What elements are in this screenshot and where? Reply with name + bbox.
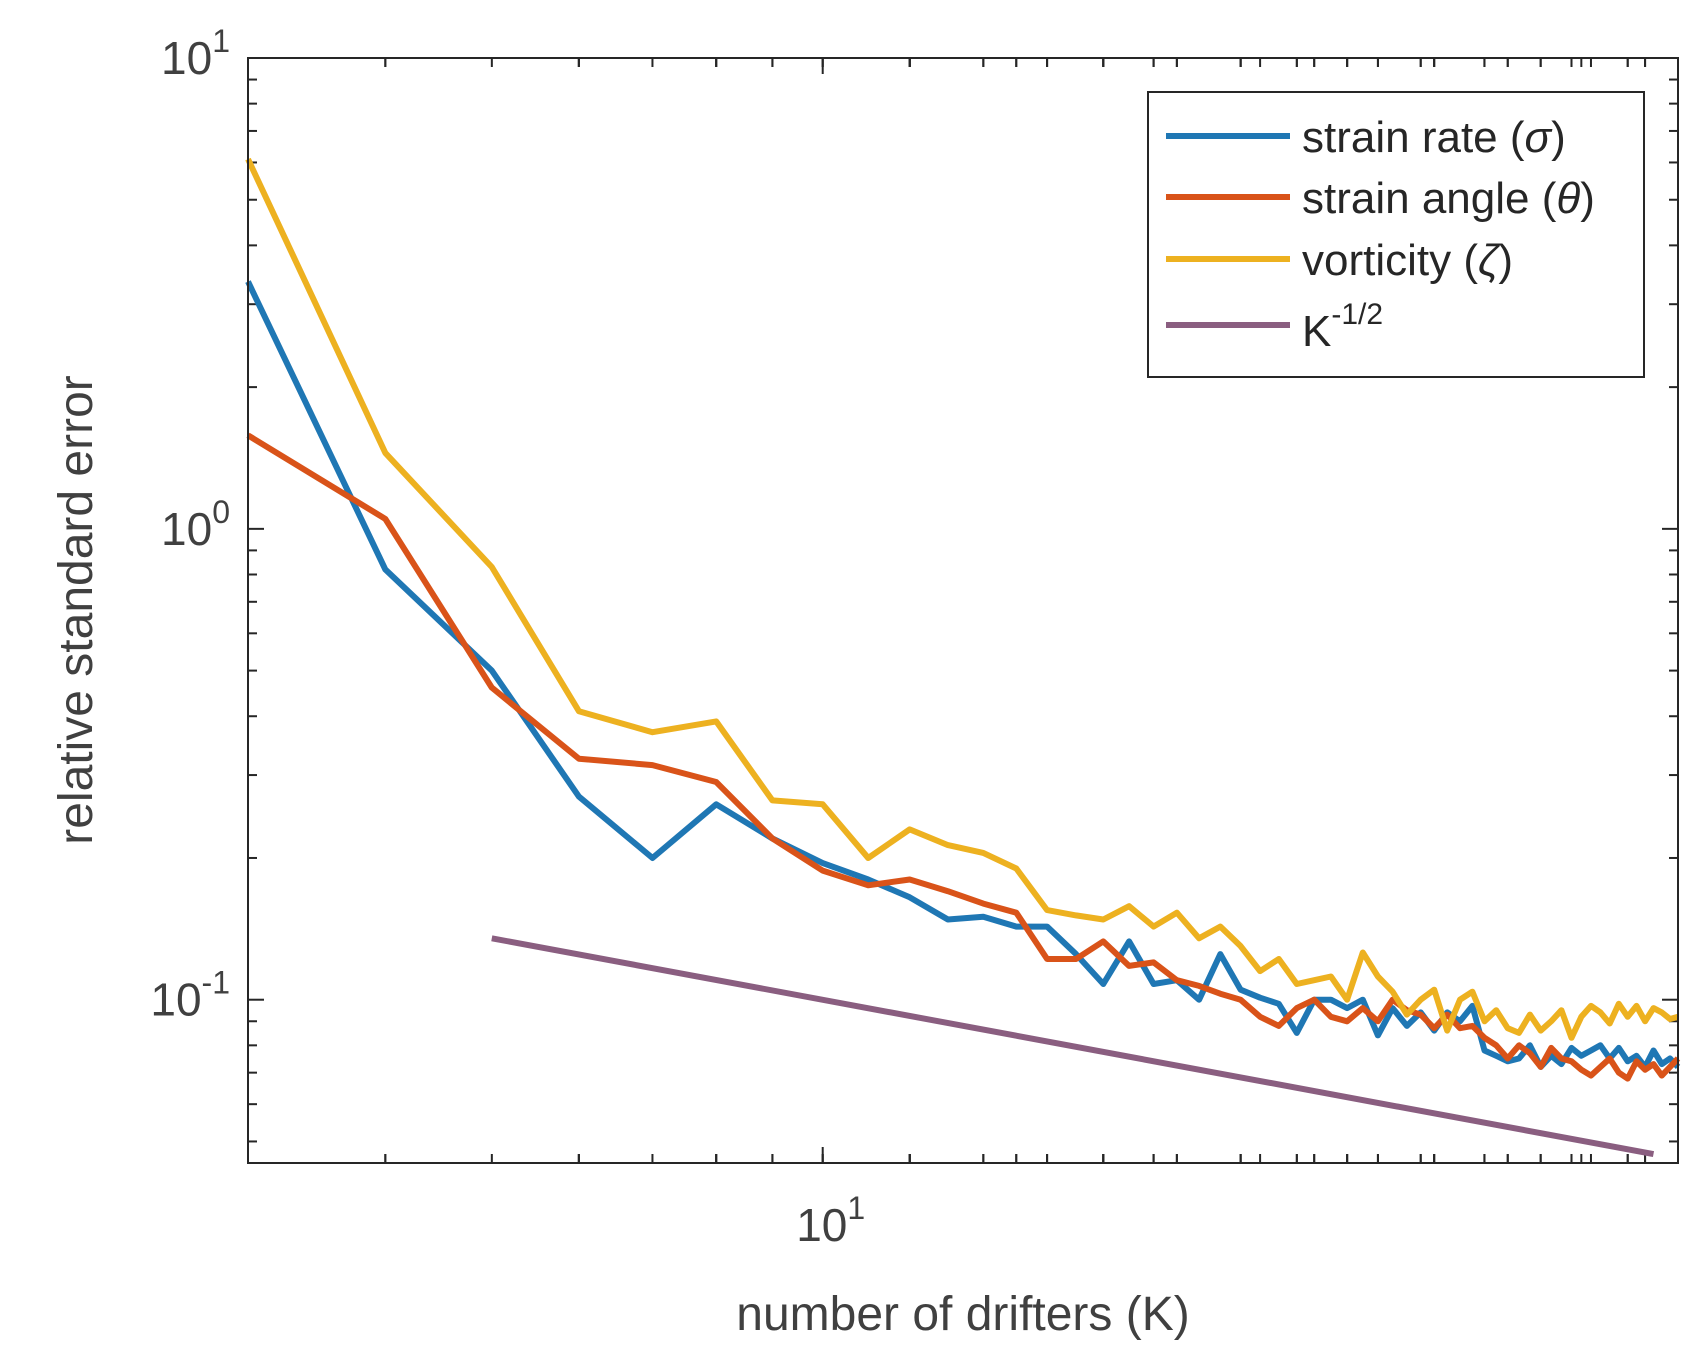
legend: strain rate (σ) strain angle (θ) vortici… xyxy=(1147,91,1645,378)
plot-frame xyxy=(247,57,1679,1164)
x-tick-label: 101 xyxy=(796,1190,865,1251)
y-tick-label: 10-1 xyxy=(150,965,230,1026)
series-line-vorticity xyxy=(245,157,1679,1041)
legend-entry-vorticity: vorticity (ζ) xyxy=(1302,236,1513,285)
minor-ticks xyxy=(247,58,1679,1163)
y-tick-label: 101 xyxy=(161,23,230,84)
series-line-k-inverse-sqrt xyxy=(491,935,1655,1158)
series-layer xyxy=(245,157,1681,1158)
legend-entry-strain-angle: strain angle (θ) xyxy=(1302,174,1595,223)
legend-entry-strain-rate: strain rate (σ) xyxy=(1302,113,1566,162)
y-tick-label: 100 xyxy=(161,494,230,555)
major-ticks xyxy=(248,57,1678,1163)
series-line-strain-angle xyxy=(246,432,1681,1082)
y-axis-label: relative standard error xyxy=(50,375,103,845)
tick-labels: 101 100 10-1 101 xyxy=(150,23,865,1251)
x-axis-label: number of drifters (K) xyxy=(736,1288,1189,1341)
legend-entry-k-inverse-sqrt: K-1/2 xyxy=(1302,298,1383,356)
legend-box xyxy=(1147,91,1645,378)
